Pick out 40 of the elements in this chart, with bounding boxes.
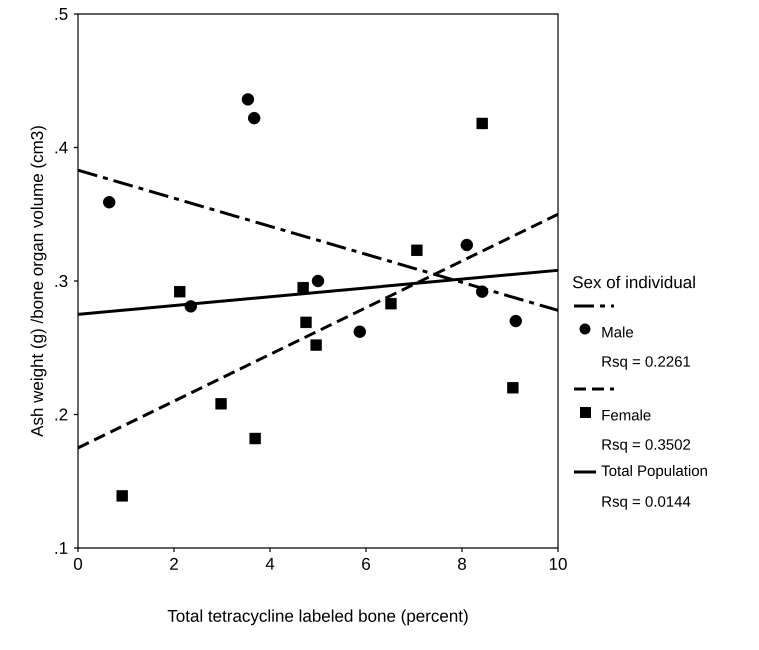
point [411,244,423,256]
point [354,326,366,338]
point [507,382,519,394]
x-tick-label: 2 [170,558,178,570]
x-tick-label: 6 [362,558,370,570]
x-tick-label: 10 [550,558,567,570]
y-axis-title: Ash weight (g) /bone organ volume (cm3) [30,126,46,437]
point [460,238,474,252]
point [300,316,312,328]
point [116,490,128,502]
text: Rsq = 0.0144 [602,496,690,510]
x-tick-label: 4 [266,558,274,570]
x-tick-label: 8 [458,558,466,570]
x-tick-label: 0 [74,558,82,570]
legend-label: Male [602,326,634,338]
point [476,285,488,298]
y-tick-label: .2 [56,408,68,420]
point [184,300,198,313]
y-tick-label: .4 [56,142,68,154]
legend-title: Sex of individual [572,276,695,288]
point [174,286,186,298]
point [297,282,309,294]
legend-label: Total Population [602,464,707,479]
point [312,274,324,288]
point [242,93,254,106]
text: Rsq = 0.3502 [602,439,690,453]
point [248,112,260,124]
point [510,314,522,328]
x-axis-title: Total tetracycline labeled bone (percent) [168,609,468,626]
point [476,118,488,130]
point [310,339,322,351]
point [103,196,116,208]
y-tick-label: .5 [56,8,68,20]
point [215,398,227,410]
legend-label: Female [602,409,651,420]
text: Rsq = 0.2261 [602,356,690,370]
point [249,432,261,444]
y-tick-label: .3 [56,274,68,288]
point [385,298,397,310]
y-tick-label: .1 [56,542,68,554]
